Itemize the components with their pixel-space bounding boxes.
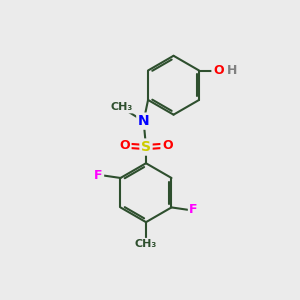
Text: F: F [189, 203, 198, 216]
Text: O: O [119, 139, 130, 152]
Text: O: O [162, 139, 172, 152]
Text: O: O [213, 64, 224, 77]
Text: N: N [138, 114, 149, 128]
Text: S: S [141, 140, 151, 154]
Text: F: F [94, 169, 103, 182]
Text: CH₃: CH₃ [111, 102, 133, 112]
Text: CH₃: CH₃ [135, 239, 157, 249]
Text: H: H [227, 64, 237, 77]
